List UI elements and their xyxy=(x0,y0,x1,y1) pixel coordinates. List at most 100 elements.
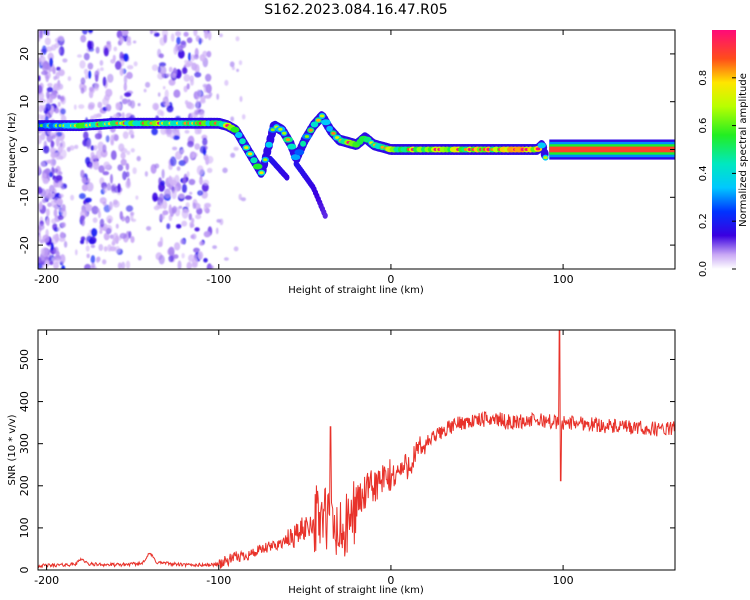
noise-blob xyxy=(130,236,135,243)
spectrogram-x-ticks: -200 -100 0 100 xyxy=(34,30,574,286)
noise-blob xyxy=(86,182,94,192)
ridge-blob xyxy=(230,126,240,133)
noise-blob xyxy=(133,61,138,67)
noise-blob xyxy=(171,72,177,78)
ridge-blob xyxy=(290,154,301,161)
descending-trace-1 xyxy=(284,174,290,181)
noise-blob xyxy=(206,50,212,58)
noise-blob xyxy=(110,59,116,64)
noise-blob xyxy=(124,92,132,97)
noise-blob xyxy=(88,238,96,245)
noise-blob xyxy=(172,146,178,151)
noise-blob xyxy=(52,223,58,231)
noise-blob xyxy=(164,188,171,199)
noise-blob xyxy=(169,132,175,139)
noise-blob xyxy=(231,66,235,71)
ridge-core xyxy=(285,138,291,142)
noise-blob xyxy=(67,76,72,82)
noise-blob xyxy=(113,46,118,52)
noise-blob xyxy=(97,141,105,151)
y-tick-label: 400 xyxy=(18,391,31,412)
y-tick-label: 500 xyxy=(18,349,31,370)
ridge-blob xyxy=(239,138,246,145)
noise-blob xyxy=(49,57,53,68)
snr-panel: -200 -100 0 100 0 100 200 300 400 500 Height of … xyxy=(7,329,676,596)
noise-blob xyxy=(102,76,107,87)
noise-blob xyxy=(125,163,130,171)
noise-blob xyxy=(87,62,94,70)
noise-blob xyxy=(46,97,52,104)
noise-blob xyxy=(105,104,112,112)
noise-blob xyxy=(53,208,58,218)
noise-blob xyxy=(126,40,132,46)
noise-blob xyxy=(162,200,168,210)
ridge-core xyxy=(278,127,283,131)
noise-blob xyxy=(62,58,68,63)
noise-blob xyxy=(78,104,85,109)
noise-blob xyxy=(174,185,179,193)
noise-blob xyxy=(189,191,193,195)
noise-blob xyxy=(184,195,192,200)
noise-blob xyxy=(215,227,219,235)
noise-blob xyxy=(178,193,185,199)
snr-y-label: SNR (10 * v/v) xyxy=(7,414,18,485)
noise-blob xyxy=(169,179,178,186)
colorbar: 0.0 0.2 0.4 0.6 0.8 Normalized spectral ampl… xyxy=(698,30,749,277)
noise-blob xyxy=(56,198,63,206)
noise-blob xyxy=(170,33,175,42)
noise-blob xyxy=(103,204,111,213)
noise-blob xyxy=(44,260,50,267)
noise-blob xyxy=(159,213,165,220)
noise-blob xyxy=(181,220,188,227)
y-tick-label: 100 xyxy=(18,517,31,538)
noise-blob xyxy=(146,226,152,231)
noise-blob xyxy=(42,198,47,204)
noise-blob xyxy=(88,30,93,34)
noise-blob xyxy=(153,205,160,211)
y-tick-label: 0 xyxy=(18,567,31,574)
spectrogram-y-ticks: -20 -10 0 10 20 xyxy=(18,47,675,254)
noise-blob xyxy=(123,53,129,62)
noise-blob xyxy=(202,137,208,146)
y-tick-label: 20 xyxy=(18,47,31,61)
noise-blob xyxy=(107,73,114,83)
noise-blob xyxy=(80,169,85,179)
noise-blob xyxy=(177,44,184,52)
noise-blob xyxy=(110,183,118,194)
noise-blob xyxy=(98,244,104,251)
ridge-core xyxy=(263,158,268,162)
noise-blob xyxy=(222,167,228,174)
noise-blob xyxy=(59,142,63,147)
noise-blob xyxy=(121,261,126,269)
noise-blob xyxy=(190,223,195,228)
noise-blob xyxy=(82,177,87,184)
noise-blob xyxy=(45,74,49,83)
noise-blob xyxy=(152,102,160,111)
noise-blob xyxy=(181,208,189,219)
noise-blob xyxy=(58,193,64,198)
noise-blob xyxy=(184,100,189,105)
noise-blob xyxy=(198,101,202,108)
noise-blob xyxy=(125,205,134,212)
noise-blob xyxy=(57,101,61,107)
noise-blob xyxy=(194,128,201,135)
noise-blob xyxy=(103,186,108,194)
noise-blob xyxy=(55,250,60,258)
noise-blob xyxy=(136,155,141,162)
noise-blob xyxy=(83,131,89,140)
noise-blob xyxy=(52,66,56,75)
colorbar-tick-label: 0.8 xyxy=(698,70,709,86)
noise-blob xyxy=(125,260,131,269)
noise-blob xyxy=(176,36,181,45)
x-tick-label: 0 xyxy=(387,574,394,587)
noise-blob xyxy=(135,195,139,200)
noise-blob xyxy=(45,103,52,112)
noise-blob xyxy=(195,214,202,220)
ridge-core xyxy=(247,152,253,156)
noise-blob xyxy=(212,245,218,250)
noise-blob xyxy=(121,112,125,119)
noise-blob xyxy=(175,150,182,160)
noise-blob xyxy=(187,102,195,110)
noise-blob xyxy=(49,184,55,193)
noise-blob xyxy=(120,147,128,154)
